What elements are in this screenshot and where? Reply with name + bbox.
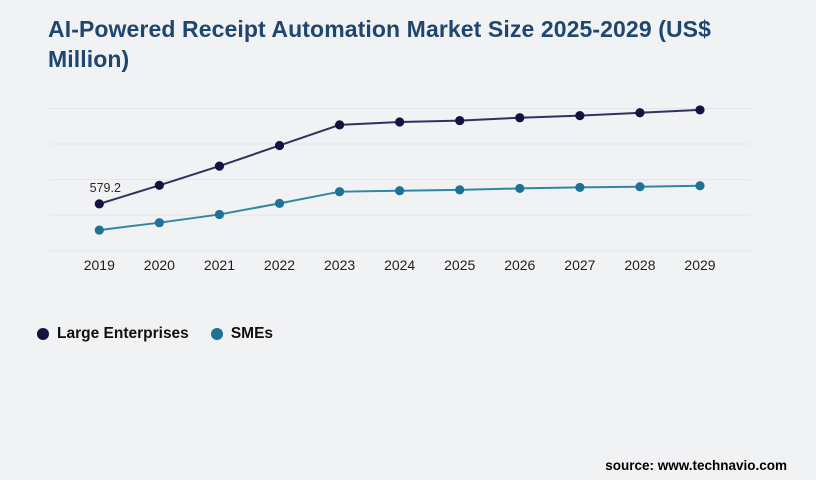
legend-label-smes: SMEs (230, 325, 274, 342)
x-axis-labels: 2019 2020 2021 2022 2023 2024 2025 2026 2027 2028… (84, 257, 716, 273)
legend-marker-large-enterprises-icon (37, 328, 49, 340)
x-tick-label: 2026 (504, 257, 535, 273)
series-large-enterprises (94, 105, 705, 209)
legend-marker-smes-icon (210, 328, 223, 340)
data-point-smes-2024 (395, 186, 405, 196)
data-point-large-enterprises-2022 (274, 140, 285, 151)
data-point-large-enterprises-2021 (214, 161, 225, 171)
data-point-smes-2020 (154, 218, 164, 228)
data-point-large-enterprises-2029 (695, 105, 705, 115)
data-point-large-enterprises-2020 (154, 180, 164, 190)
line-chart: 2019 2020 2021 2022 2023 2024 2025 2026 2027 2028… (50, 105, 750, 273)
data-point-large-enterprises-2024 (395, 117, 405, 127)
legend-label-large-enterprises: Large Enterprises (57, 325, 189, 342)
x-tick-label: 2019 (84, 257, 115, 273)
data-point-smes-2022 (274, 198, 285, 208)
chart-title: AI-Powered Receipt Automation Market Siz… (48, 16, 712, 72)
legend-item-large-enterprises: Large Enterprises (37, 325, 189, 343)
data-point-smes-2026 (515, 183, 525, 194)
x-tick-label: 2022 (264, 257, 295, 273)
data-point-smes-2019 (94, 225, 104, 235)
data-point-large-enterprises-2027 (575, 111, 585, 121)
x-tick-label: 2023 (324, 257, 355, 273)
x-tick-label: 2025 (444, 257, 475, 273)
data-point-smes-2027 (575, 182, 585, 193)
data-point-smes-2021 (214, 209, 225, 220)
data-point-large-enterprises-2019 (94, 199, 104, 209)
data-point-large-enterprises-2026 (515, 113, 525, 123)
x-tick-label: 2028 (624, 257, 655, 273)
legend-item-smes: SMEs (210, 325, 274, 343)
data-point-smes-2028 (635, 182, 645, 192)
data-point-large-enterprises-2023 (334, 120, 345, 130)
x-tick-label: 2024 (384, 257, 415, 273)
data-point-smes-2025 (455, 185, 465, 195)
x-tick-label: 2027 (564, 257, 595, 273)
data-point-large-enterprises-2025 (455, 115, 465, 126)
data-label: 579.2 (90, 181, 121, 195)
data-point-smes-2029 (695, 181, 705, 191)
data-point-large-enterprises-2028 (635, 108, 645, 118)
x-tick-label: 2029 (684, 257, 715, 273)
legend: Large Enterprises SMEs (37, 325, 273, 343)
data-point-smes-2023 (334, 187, 345, 197)
x-tick-label: 2020 (144, 257, 175, 273)
gridlines (50, 108, 750, 252)
source-credit: source: www.technavio.com (605, 458, 787, 473)
x-tick-label: 2021 (204, 257, 235, 273)
series-smes (94, 181, 705, 235)
